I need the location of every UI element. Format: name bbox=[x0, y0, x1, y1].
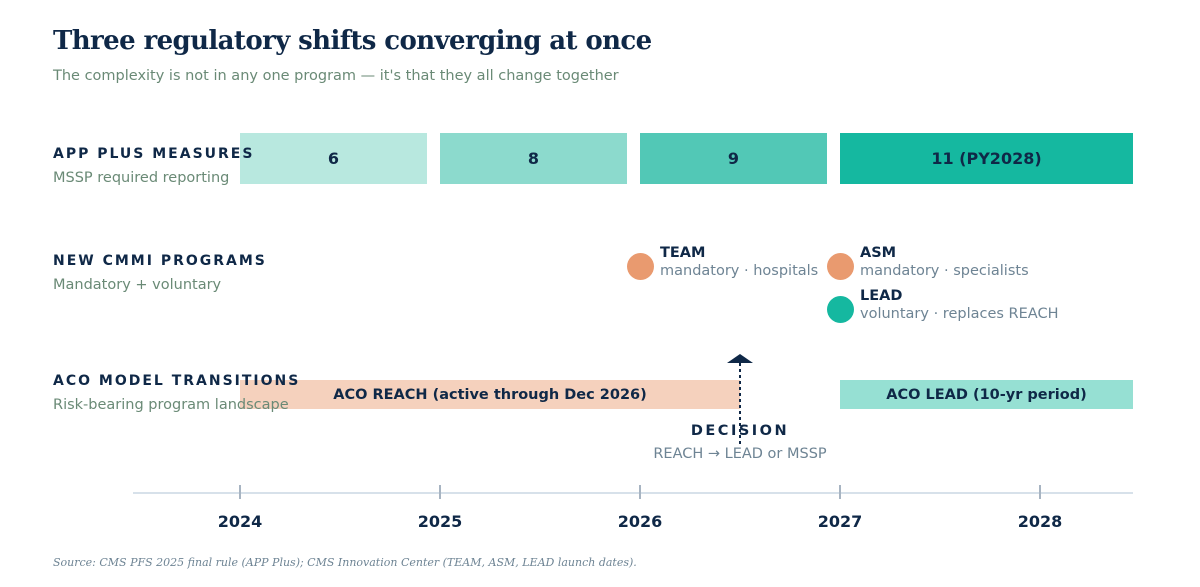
axis-year-2027: 2027 bbox=[817, 512, 863, 531]
program-desc-team: mandatory · hospitals bbox=[660, 263, 819, 279]
program-marker-asm bbox=[827, 253, 854, 280]
row-sub-new-cmmi-programs: Mandatory + voluntary bbox=[53, 277, 222, 293]
axis-tick-2026 bbox=[639, 485, 641, 499]
axis-tick-2028 bbox=[1039, 485, 1041, 499]
decision-marker bbox=[727, 354, 753, 444]
measure-bar-2025: 8 bbox=[440, 133, 627, 184]
page-title: Three regulatory shifts converging at on… bbox=[53, 26, 652, 56]
source-note: Source: CMS PFS 2025 final rule (APP Plu… bbox=[53, 556, 637, 569]
program-name-asm: ASM bbox=[860, 245, 897, 261]
timeline-axis bbox=[133, 492, 1133, 494]
program-marker-team bbox=[627, 253, 654, 280]
measure-bar-2026: 9 bbox=[640, 133, 827, 184]
program-desc-lead: voluntary · replaces REACH bbox=[860, 306, 1059, 322]
measure-bar-2027: 11 (PY2028) bbox=[840, 133, 1133, 184]
row-sub-app-plus-measures: MSSP required reporting bbox=[53, 170, 230, 186]
row-label-app-plus-measures: APP PLUS MEASURES bbox=[53, 146, 255, 162]
axis-tick-2024 bbox=[239, 485, 241, 499]
axis-tick-2025 bbox=[439, 485, 441, 499]
row-sub-aco-model-transitions: Risk-bearing program landscape bbox=[53, 397, 289, 413]
program-marker-lead bbox=[827, 296, 854, 323]
aco-reach-bar: ACO REACH (active through Dec 2026) bbox=[240, 380, 740, 409]
axis-year-2026: 2026 bbox=[617, 512, 663, 531]
measure-bar-2024: 6 bbox=[240, 133, 427, 184]
axis-tick-2027 bbox=[839, 485, 841, 499]
axis-year-2024: 2024 bbox=[217, 512, 263, 531]
program-name-team: TEAM bbox=[660, 245, 706, 261]
program-name-lead: LEAD bbox=[860, 288, 903, 304]
page-subtitle: The complexity is not in any one program… bbox=[53, 68, 619, 84]
decision-arrow-icon bbox=[727, 354, 753, 363]
aco-lead-bar: ACO LEAD (10-yr period) bbox=[840, 380, 1133, 409]
row-label-new-cmmi-programs: NEW CMMI PROGRAMS bbox=[53, 253, 267, 269]
decision-label: DECISION bbox=[690, 423, 790, 439]
axis-year-2028: 2028 bbox=[1017, 512, 1063, 531]
axis-year-2025: 2025 bbox=[417, 512, 463, 531]
program-desc-asm: mandatory · specialists bbox=[860, 263, 1029, 279]
row-label-aco-model-transitions: ACO MODEL TRANSITIONS bbox=[53, 373, 301, 389]
decision-sub: REACH → LEAD or MSSP bbox=[653, 446, 827, 462]
